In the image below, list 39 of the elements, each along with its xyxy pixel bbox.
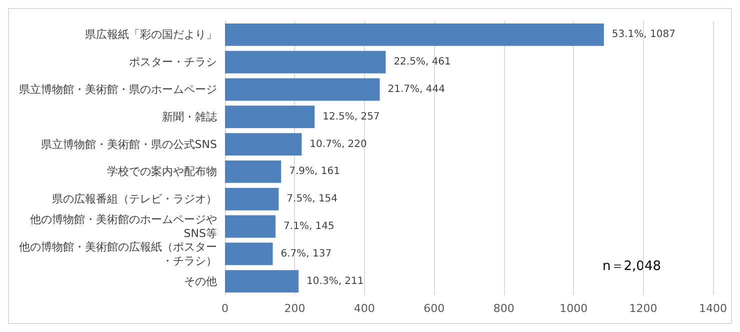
y-tick-label: 県の広報番組（テレビ・ラジオ） [52, 192, 217, 206]
x-tick-label: 1200 [629, 302, 658, 315]
data-label: 10.3%, 211 [306, 276, 364, 287]
y-tick-label: 新聞・雑誌 [162, 110, 217, 124]
annotation: n＝2,048 [602, 259, 662, 274]
bar [225, 188, 279, 210]
bar [225, 133, 302, 156]
x-tick-label: 400 [354, 302, 375, 315]
bar [225, 106, 315, 128]
y-tick-label: 県広報紙「彩の国だより」 [85, 28, 217, 42]
bar [225, 160, 282, 183]
y-tick-label: 他の博物館・美術館のホームページやSNS等 [30, 213, 217, 240]
data-label: 7.9%, 161 [289, 166, 340, 178]
data-label: 21.7%, 444 [388, 84, 445, 95]
data-label: 53.1%, 1087 [612, 29, 676, 40]
data-label: 22.5%, 461 [394, 56, 451, 68]
y-tick-label: 県立博物館・美術館・県の公式SNS [40, 138, 218, 151]
x-tick-label: 800 [493, 302, 514, 315]
bar [225, 23, 604, 46]
x-tick-label: 200 [284, 302, 306, 315]
bar [225, 78, 380, 101]
y-tick-label: その他 [184, 274, 217, 288]
y-tick-label: 県立博物館・美術館・県のホームページ [19, 83, 217, 96]
data-label: 12.5%, 257 [322, 111, 380, 122]
x-tick-label: 0 [222, 302, 228, 315]
bar [225, 215, 276, 238]
x-tick-label: 1000 [560, 302, 588, 315]
bar [225, 270, 299, 293]
bar [225, 242, 273, 266]
data-label: 7.5%, 154 [286, 194, 338, 205]
y-tick-label: ポスター・チラシ [129, 56, 217, 69]
y-tick-label: 学校での案内や配布物 [107, 165, 217, 178]
bar [225, 50, 386, 74]
data-label: 10.7%, 220 [310, 138, 367, 150]
y-tick-label: 他の博物館・美術館の広報紙（ポスター・チラシ） [19, 240, 217, 268]
x-tick-label: 600 [424, 302, 445, 315]
data-label: 6.7%, 137 [280, 248, 332, 260]
data-label: 7.1%, 145 [284, 221, 334, 232]
x-tick-label: 1400 [699, 302, 727, 315]
